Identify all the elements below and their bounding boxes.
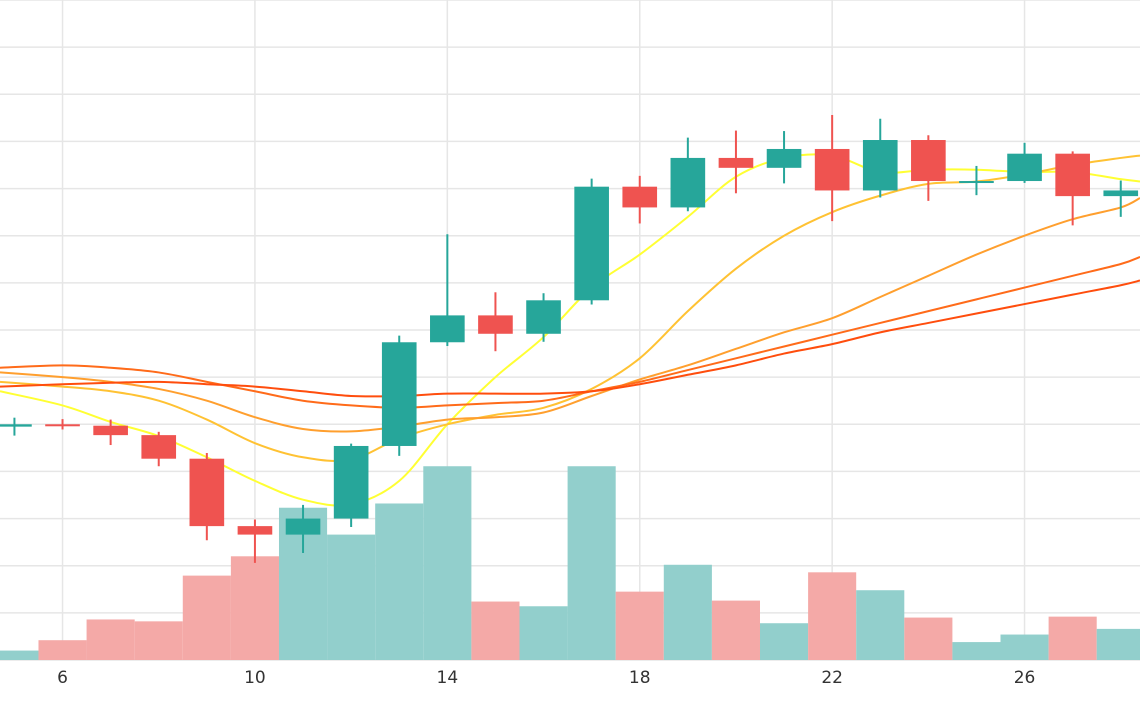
volume-bar: [86, 619, 135, 660]
x-tick-label: 6: [57, 668, 68, 688]
candle-body: [93, 425, 128, 436]
volume-bar: [808, 572, 857, 660]
volume-bar: [615, 591, 664, 660]
x-tick-label: 26: [1014, 668, 1036, 688]
candle-body: [526, 300, 561, 334]
candle: [814, 115, 850, 222]
grid: [0, 0, 1140, 661]
candle: [1055, 151, 1090, 226]
candle: [189, 453, 225, 541]
volume-bar: [904, 617, 953, 660]
volume-bar: [38, 640, 87, 660]
volume-bar: [327, 534, 376, 660]
candle-body: [1103, 190, 1139, 197]
moving-average-line: [0, 255, 1140, 409]
candle: [766, 131, 802, 184]
x-axis-ticks: 6 10 14 18 22 26: [57, 668, 1035, 688]
candle: [45, 419, 80, 430]
candle: [959, 165, 994, 196]
volume-bars: [0, 466, 1140, 660]
candle: [670, 137, 706, 212]
volume-bar: [1048, 616, 1097, 660]
candle-body: [766, 148, 802, 168]
candle: [333, 443, 369, 528]
candle-body: [285, 518, 321, 535]
candle: [381, 335, 417, 456]
volume-bar: [182, 575, 231, 660]
candle-body: [0, 424, 32, 427]
candle-body: [862, 140, 898, 191]
candle: [0, 417, 32, 436]
moving-average-line: [0, 279, 1140, 398]
candle: [1007, 142, 1042, 183]
candle: [526, 293, 561, 342]
x-tick-label: 18: [629, 668, 651, 688]
candle: [622, 175, 658, 224]
candle-body: [478, 315, 513, 334]
candle: [430, 234, 465, 347]
volume-bar: [0, 650, 39, 660]
volume-bar: [134, 621, 183, 660]
candle: [862, 118, 898, 198]
candle: [93, 419, 128, 446]
candle: [478, 292, 513, 352]
candle-body: [237, 526, 273, 535]
volume-bar: [519, 606, 568, 660]
candle-body: [333, 445, 369, 519]
volume-bar: [423, 466, 472, 660]
candle-body: [574, 186, 609, 301]
moving-average-line: [0, 197, 1140, 433]
candle-body: [814, 148, 850, 191]
candle-body: [189, 458, 225, 527]
candle-body: [1007, 153, 1042, 182]
candle-body: [911, 140, 946, 182]
candle: [141, 431, 177, 467]
candle: [574, 178, 609, 305]
volume-bar: [711, 600, 760, 660]
volume-bar: [567, 466, 616, 660]
volume-bar: [952, 642, 1001, 660]
candle-body: [430, 315, 465, 343]
volume-bar: [471, 601, 520, 660]
candle: [1103, 180, 1139, 217]
candle-body: [381, 342, 417, 446]
volume-bar: [663, 564, 712, 660]
volume-bar: [1000, 634, 1049, 660]
candle-body: [718, 157, 754, 168]
candle-body: [141, 435, 177, 459]
candle-body: [959, 181, 994, 184]
x-tick-label: 22: [821, 668, 843, 688]
volume-bar: [760, 623, 809, 660]
x-tick-label: 14: [437, 668, 459, 688]
volume-bar: [230, 556, 279, 660]
candle: [285, 504, 321, 553]
volume-bar: [856, 590, 905, 660]
candle: [237, 519, 273, 563]
candle: [718, 130, 754, 194]
candle-body: [622, 186, 658, 208]
candle-body: [45, 424, 80, 427]
candles: [0, 115, 1139, 563]
candle: [911, 135, 946, 201]
volume-bar: [1096, 628, 1140, 660]
candle-body: [1055, 153, 1090, 197]
x-tick-label: 10: [244, 668, 266, 688]
candle-body: [670, 157, 706, 208]
volume-bar: [375, 503, 424, 660]
